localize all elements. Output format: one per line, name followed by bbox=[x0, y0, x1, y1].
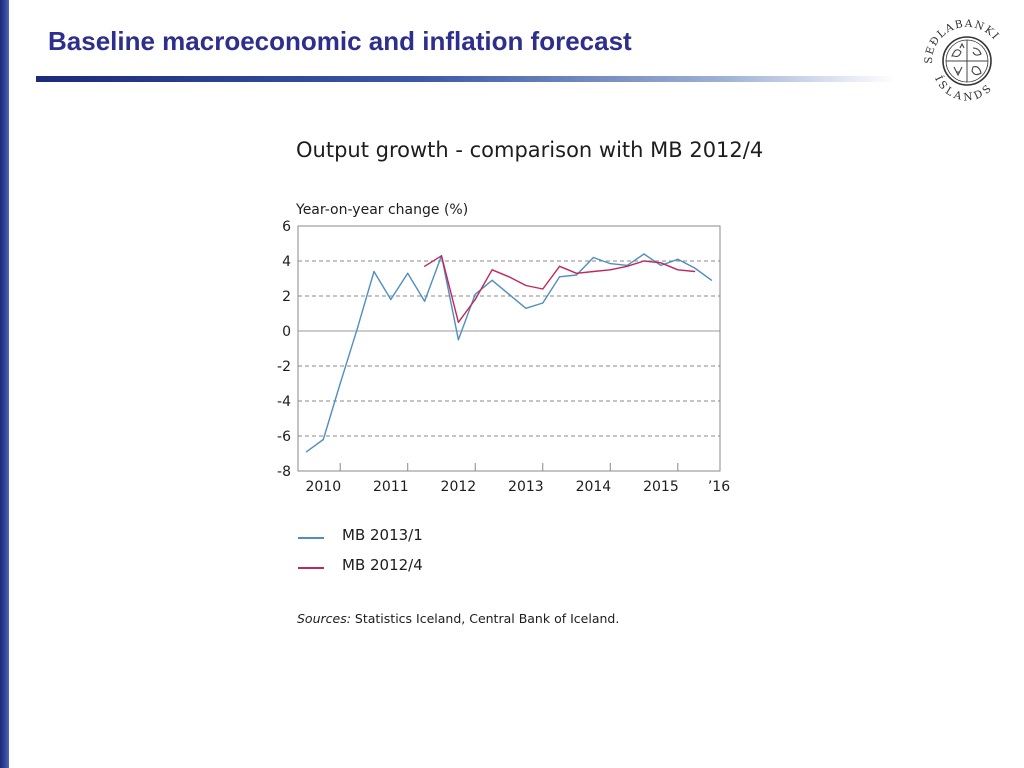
svg-text:ÍSLANDS: ÍSLANDS bbox=[932, 73, 996, 103]
data-point bbox=[491, 279, 493, 281]
data-point bbox=[373, 270, 375, 273]
data-point bbox=[559, 265, 561, 267]
data-point bbox=[457, 321, 459, 323]
axis-layer: 6 4 2 0 -2 -4 -6 -8 2010 2011 2012 2013 2014 2015 ’16 bbox=[277, 219, 730, 495]
data-point bbox=[424, 300, 426, 302]
data-point bbox=[305, 451, 308, 453]
plot-frame bbox=[297, 225, 721, 472]
data-point bbox=[710, 279, 713, 281]
data-point bbox=[694, 267, 696, 269]
series-mb-2012-4 bbox=[424, 255, 696, 324]
data-point bbox=[508, 293, 510, 295]
data-point bbox=[592, 270, 594, 273]
y-tick-label: 0 bbox=[282, 324, 291, 340]
sources-footnote: Sources: Statistics Iceland, Central Ban… bbox=[297, 611, 619, 626]
data-point bbox=[542, 288, 544, 290]
legend-swatch-mb2012-4 bbox=[298, 567, 324, 569]
data-point bbox=[525, 307, 527, 309]
data-point bbox=[609, 269, 611, 271]
data-point bbox=[677, 269, 679, 271]
data-point bbox=[609, 263, 611, 265]
y-tick-label: -6 bbox=[277, 429, 291, 445]
data-point bbox=[322, 438, 324, 441]
left-border-stripe bbox=[0, 0, 9, 768]
data-point bbox=[660, 262, 662, 264]
y-tick-label: 6 bbox=[282, 219, 291, 235]
logo-text-bottom: ÍSLANDS bbox=[932, 73, 993, 103]
legend-label-mb2012-4: MB 2012/4 bbox=[342, 556, 423, 574]
y-axis-label: Year-on-year change (%) bbox=[295, 202, 468, 218]
data-point bbox=[474, 293, 476, 295]
data-point bbox=[525, 284, 527, 287]
y-tick-label: -2 bbox=[277, 359, 291, 375]
x-tick-label: 2013 bbox=[508, 479, 544, 495]
x-tick-label: 2012 bbox=[441, 479, 477, 495]
data-point bbox=[457, 339, 459, 341]
data-point bbox=[626, 265, 628, 267]
series-line bbox=[305, 253, 713, 453]
y-tick-label: 2 bbox=[282, 289, 291, 305]
sources-text: Statistics Iceland, Central Bank of Icel… bbox=[350, 611, 620, 626]
data-point bbox=[440, 255, 443, 257]
data-point bbox=[694, 270, 696, 273]
sources-label: Sources: bbox=[297, 611, 351, 626]
legend-swatch-mb2013-1 bbox=[298, 537, 324, 539]
x-tick-label: ’16 bbox=[708, 479, 730, 495]
x-tick-label: 2010 bbox=[305, 479, 341, 495]
data-point bbox=[424, 265, 426, 267]
data-point bbox=[643, 260, 645, 262]
y-tick-label: -4 bbox=[277, 394, 291, 410]
data-point bbox=[339, 382, 341, 385]
chart-title: Output growth - comparison with MB 2012/… bbox=[296, 138, 764, 162]
grid-layer bbox=[298, 260, 720, 437]
x-tick-label: 2015 bbox=[643, 479, 679, 495]
slide-title: Baseline macroeconomic and inflation for… bbox=[48, 26, 632, 56]
data-point bbox=[559, 276, 561, 278]
legend-label-mb2013-1: MB 2013/1 bbox=[342, 526, 423, 544]
data-point bbox=[508, 276, 510, 278]
series-mb-2013-1 bbox=[305, 253, 713, 453]
central-bank-seal-logo: SEÐLABANKI ÍSLANDS bbox=[923, 18, 1001, 104]
data-point bbox=[491, 269, 493, 271]
data-point bbox=[356, 328, 358, 330]
data-point bbox=[575, 272, 578, 274]
x-tick-label: 2014 bbox=[576, 479, 612, 495]
data-point bbox=[407, 272, 409, 274]
data-point bbox=[542, 302, 544, 304]
data-point bbox=[643, 253, 645, 255]
y-tick-label: 4 bbox=[282, 254, 291, 270]
data-point bbox=[575, 274, 578, 276]
data-point bbox=[474, 298, 476, 301]
data-point bbox=[592, 256, 594, 259]
x-tick-label: 2011 bbox=[373, 479, 409, 495]
data-point bbox=[677, 258, 679, 260]
data-point bbox=[660, 264, 662, 266]
data-point bbox=[390, 298, 392, 301]
series-layer bbox=[305, 253, 713, 453]
title-underline-rule bbox=[36, 76, 896, 82]
y-tick-label: -8 bbox=[277, 464, 291, 480]
